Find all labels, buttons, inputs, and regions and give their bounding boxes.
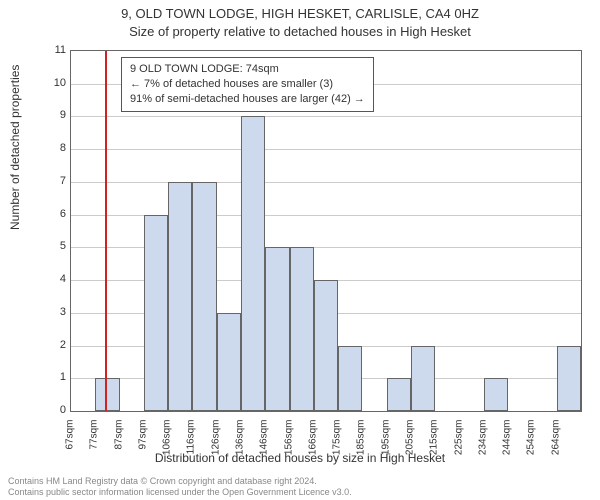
x-tick-label: 244sqm (502, 420, 513, 470)
y-tick-label: 3 (36, 306, 66, 318)
x-tick-label: 67sqm (65, 420, 76, 470)
y-tick-label: 7 (36, 175, 66, 187)
y-tick-label: 10 (36, 77, 66, 89)
x-tick-label: 126sqm (210, 420, 221, 470)
x-tick-label: 136sqm (235, 420, 246, 470)
y-tick-label: 2 (36, 339, 66, 351)
footer-line2: Contains public sector information licen… (8, 487, 352, 498)
x-tick-label: 225sqm (453, 420, 464, 470)
chart-container: 9, OLD TOWN LODGE, HIGH HESKET, CARLISLE… (0, 0, 600, 500)
x-tick-label: 195sqm (380, 420, 391, 470)
plot-area: 9 OLD TOWN LODGE: 74sqm ← 7% of detached… (70, 50, 582, 412)
x-tick-label: 175sqm (332, 420, 343, 470)
x-tick-label: 77sqm (89, 420, 100, 470)
histogram-bar (314, 280, 338, 411)
gridline (71, 182, 581, 183)
footer-line1: Contains HM Land Registry data © Crown c… (8, 476, 352, 487)
x-tick-label: 146sqm (259, 420, 270, 470)
gridline (71, 149, 581, 150)
x-tick-label: 87sqm (113, 420, 124, 470)
histogram-bar (192, 182, 216, 411)
y-tick-label: 9 (36, 109, 66, 121)
chart-title-subtitle: Size of property relative to detached ho… (0, 24, 600, 39)
reference-line (105, 51, 107, 411)
footer-attribution: Contains HM Land Registry data © Crown c… (8, 476, 352, 499)
histogram-bar (557, 346, 581, 411)
histogram-bar (411, 346, 435, 411)
x-tick-label: 185sqm (356, 420, 367, 470)
x-tick-label: 234sqm (477, 420, 488, 470)
x-tick-label: 166sqm (307, 420, 318, 470)
info-box-line2: ← 7% of detached houses are smaller (3) (130, 77, 365, 92)
x-tick-label: 97sqm (137, 420, 148, 470)
y-tick-label: 4 (36, 273, 66, 285)
x-tick-label: 116sqm (186, 420, 197, 470)
y-tick-label: 8 (36, 142, 66, 154)
histogram-bar (290, 247, 314, 411)
x-tick-label: 156sqm (283, 420, 294, 470)
info-box-line3: 91% of semi-detached houses are larger (… (130, 92, 365, 107)
histogram-bar (265, 247, 289, 411)
y-tick-label: 5 (36, 240, 66, 252)
histogram-bar (168, 182, 192, 411)
histogram-bar (144, 215, 168, 411)
x-tick-label: 264sqm (550, 420, 561, 470)
y-tick-label: 11 (36, 44, 66, 56)
info-box-line1: 9 OLD TOWN LODGE: 74sqm (130, 62, 365, 77)
x-tick-label: 215sqm (429, 420, 440, 470)
histogram-bar (484, 378, 508, 411)
y-axis-label: Number of detached properties (8, 65, 22, 230)
y-tick-label: 6 (36, 208, 66, 220)
histogram-bar (217, 313, 241, 411)
x-tick-label: 106sqm (162, 420, 173, 470)
histogram-bar (95, 378, 119, 411)
gridline (71, 116, 581, 117)
x-tick-label: 205sqm (405, 420, 416, 470)
y-tick-label: 1 (36, 371, 66, 383)
info-box: 9 OLD TOWN LODGE: 74sqm ← 7% of detached… (121, 57, 374, 112)
histogram-bar (387, 378, 411, 411)
chart-title-address: 9, OLD TOWN LODGE, HIGH HESKET, CARLISLE… (0, 6, 600, 21)
x-tick-label: 254sqm (526, 420, 537, 470)
histogram-bar (338, 346, 362, 411)
y-tick-label: 0 (36, 404, 66, 416)
histogram-bar (241, 116, 265, 411)
